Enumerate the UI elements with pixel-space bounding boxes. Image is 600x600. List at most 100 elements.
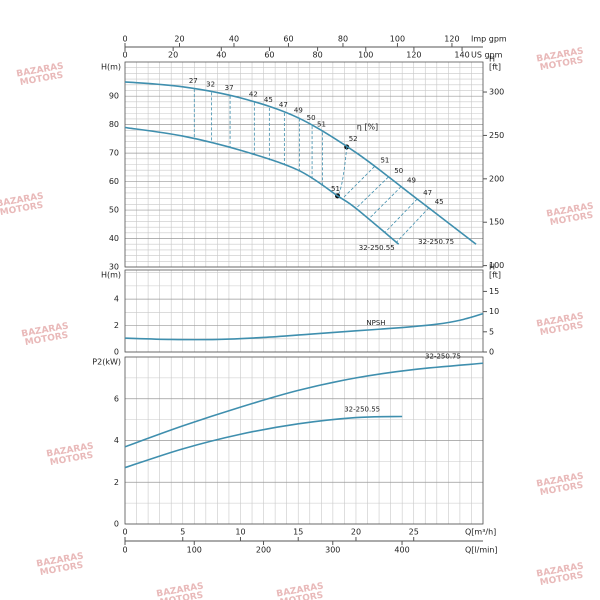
top-tick-label: 40 (229, 35, 239, 44)
y2-axis-label: [ft] (489, 271, 501, 280)
bottom-axis-label: Q[l/min] (465, 546, 498, 555)
curve-label: NPSH (366, 319, 385, 327)
efficiency-label: 42 (249, 91, 258, 99)
top-tick-label: 120 (406, 51, 421, 60)
efficiency-line (396, 207, 430, 243)
top-axis-label: US gpm (471, 51, 503, 60)
efficiency-line (341, 166, 375, 200)
efficiency-label: 45 (264, 96, 273, 104)
x-tick-label: 10 (235, 528, 245, 537)
top-tick-label: 0 (122, 35, 127, 44)
y2-tick-label: 300 (489, 88, 504, 97)
bottom-tick-label: 400 (394, 546, 409, 555)
curve-label: 32-250.55 (359, 244, 395, 252)
y2-tick-label: 200 (489, 174, 504, 183)
top-tick-label: 60 (283, 35, 293, 44)
x-axis-label: Q[m³/h] (465, 528, 496, 537)
efficiency-label: 50 (394, 167, 403, 175)
watermark: MOTORS (159, 591, 204, 600)
y-tick-label: 70 (109, 149, 119, 158)
efficiency-label: 51 (317, 120, 326, 128)
bottom-tick-label: 200 (256, 546, 271, 555)
y-axis-label: P2(kW) (92, 358, 121, 367)
bottom-tick-label: 0 (122, 546, 127, 555)
y-tick-label: 0 (114, 520, 119, 529)
x-tick-label: 5 (180, 528, 185, 537)
y-tick-label: 60 (109, 177, 119, 186)
top-tick-label: 120 (444, 35, 459, 44)
efficiency-label: 52 (349, 135, 358, 143)
y-tick-label: 4 (114, 295, 119, 304)
panel (125, 270, 483, 352)
panel-border (124, 61, 484, 268)
curve (124, 362, 484, 448)
curve-label: 32-250.55 (344, 405, 380, 413)
y-tick-label: 2 (114, 478, 119, 487)
y-tick-label: 30 (109, 263, 119, 272)
efficiency-label: 27 (189, 77, 198, 85)
efficiency-label: 50 (307, 114, 316, 122)
curve (124, 126, 400, 245)
y2-axis-label: H (489, 55, 495, 64)
efficiency-label: 47 (423, 189, 432, 197)
top-tick-label: 100 (390, 35, 405, 44)
efficiency-label: 32 (206, 80, 215, 88)
top-tick-label: 20 (168, 51, 178, 60)
efficiency-label: 49 (294, 107, 303, 115)
efficiency-line (368, 186, 402, 220)
curve (124, 415, 403, 469)
top-tick-label: 140 (454, 51, 469, 60)
y-tick-label: 6 (114, 394, 119, 403)
y2-tick-label: 15 (489, 287, 499, 296)
top-tick-label: 40 (216, 51, 226, 60)
efficiency-line (384, 198, 418, 233)
curve-label: 32-250.75 (425, 352, 461, 360)
y-tick-label: 80 (109, 120, 119, 129)
efficiency-label: 37 (225, 84, 234, 92)
x-tick-label: 25 (409, 528, 419, 537)
top-axis-label: Imp gpm (471, 35, 507, 44)
top-tick-label: 100 (358, 51, 373, 60)
y-tick-label: 90 (109, 92, 119, 101)
y-axis-label: H(m) (101, 63, 121, 72)
efficiency-line (355, 176, 389, 209)
top-tick-label: 80 (313, 51, 323, 60)
x-tick-label: 20 (351, 528, 361, 537)
top-tick-label: 0 (122, 51, 127, 60)
efficiency-line (337, 146, 348, 197)
y2-tick-label: 100 (489, 261, 504, 270)
panel-border (124, 356, 484, 525)
y-tick-label: 40 (109, 234, 119, 243)
top-tick-label: 20 (174, 35, 184, 44)
efficiency-label: 51 (331, 185, 340, 193)
efficiency-label: 51 (380, 157, 389, 165)
top-tick-label: 80 (338, 35, 348, 44)
y2-axis-label: [ft] (489, 63, 501, 72)
top-tick-label: 60 (264, 51, 274, 60)
bottom-tick-label: 100 (187, 546, 202, 555)
y2-tick-label: 150 (489, 218, 504, 227)
y2-tick-label: 0 (489, 348, 494, 357)
x-tick-label: 0 (122, 528, 127, 537)
efficiency-name: η [%] (357, 122, 378, 131)
y-tick-label: 4 (114, 436, 119, 445)
curve-label: 32-250.75 (418, 238, 454, 246)
y-tick-label: 0 (114, 348, 119, 357)
efficiency-label: 47 (279, 101, 288, 109)
panel-border (124, 269, 484, 353)
bottom-tick-label: 300 (325, 546, 340, 555)
y-axis-label: H(m) (101, 271, 121, 280)
efficiency-label: 49 (407, 177, 416, 185)
curve (124, 312, 484, 341)
efficiency-label: 45 (435, 198, 444, 206)
y-tick-label: 2 (114, 321, 119, 330)
y2-tick-label: 5 (489, 327, 494, 336)
watermark: MOTORS (279, 591, 324, 600)
y2-axis-label: H (489, 263, 495, 272)
y2-tick-label: 250 (489, 131, 504, 140)
y2-tick-label: 10 (489, 307, 499, 316)
x-tick-label: 15 (293, 528, 303, 537)
y-tick-label: 50 (109, 206, 119, 215)
curve (124, 81, 477, 245)
